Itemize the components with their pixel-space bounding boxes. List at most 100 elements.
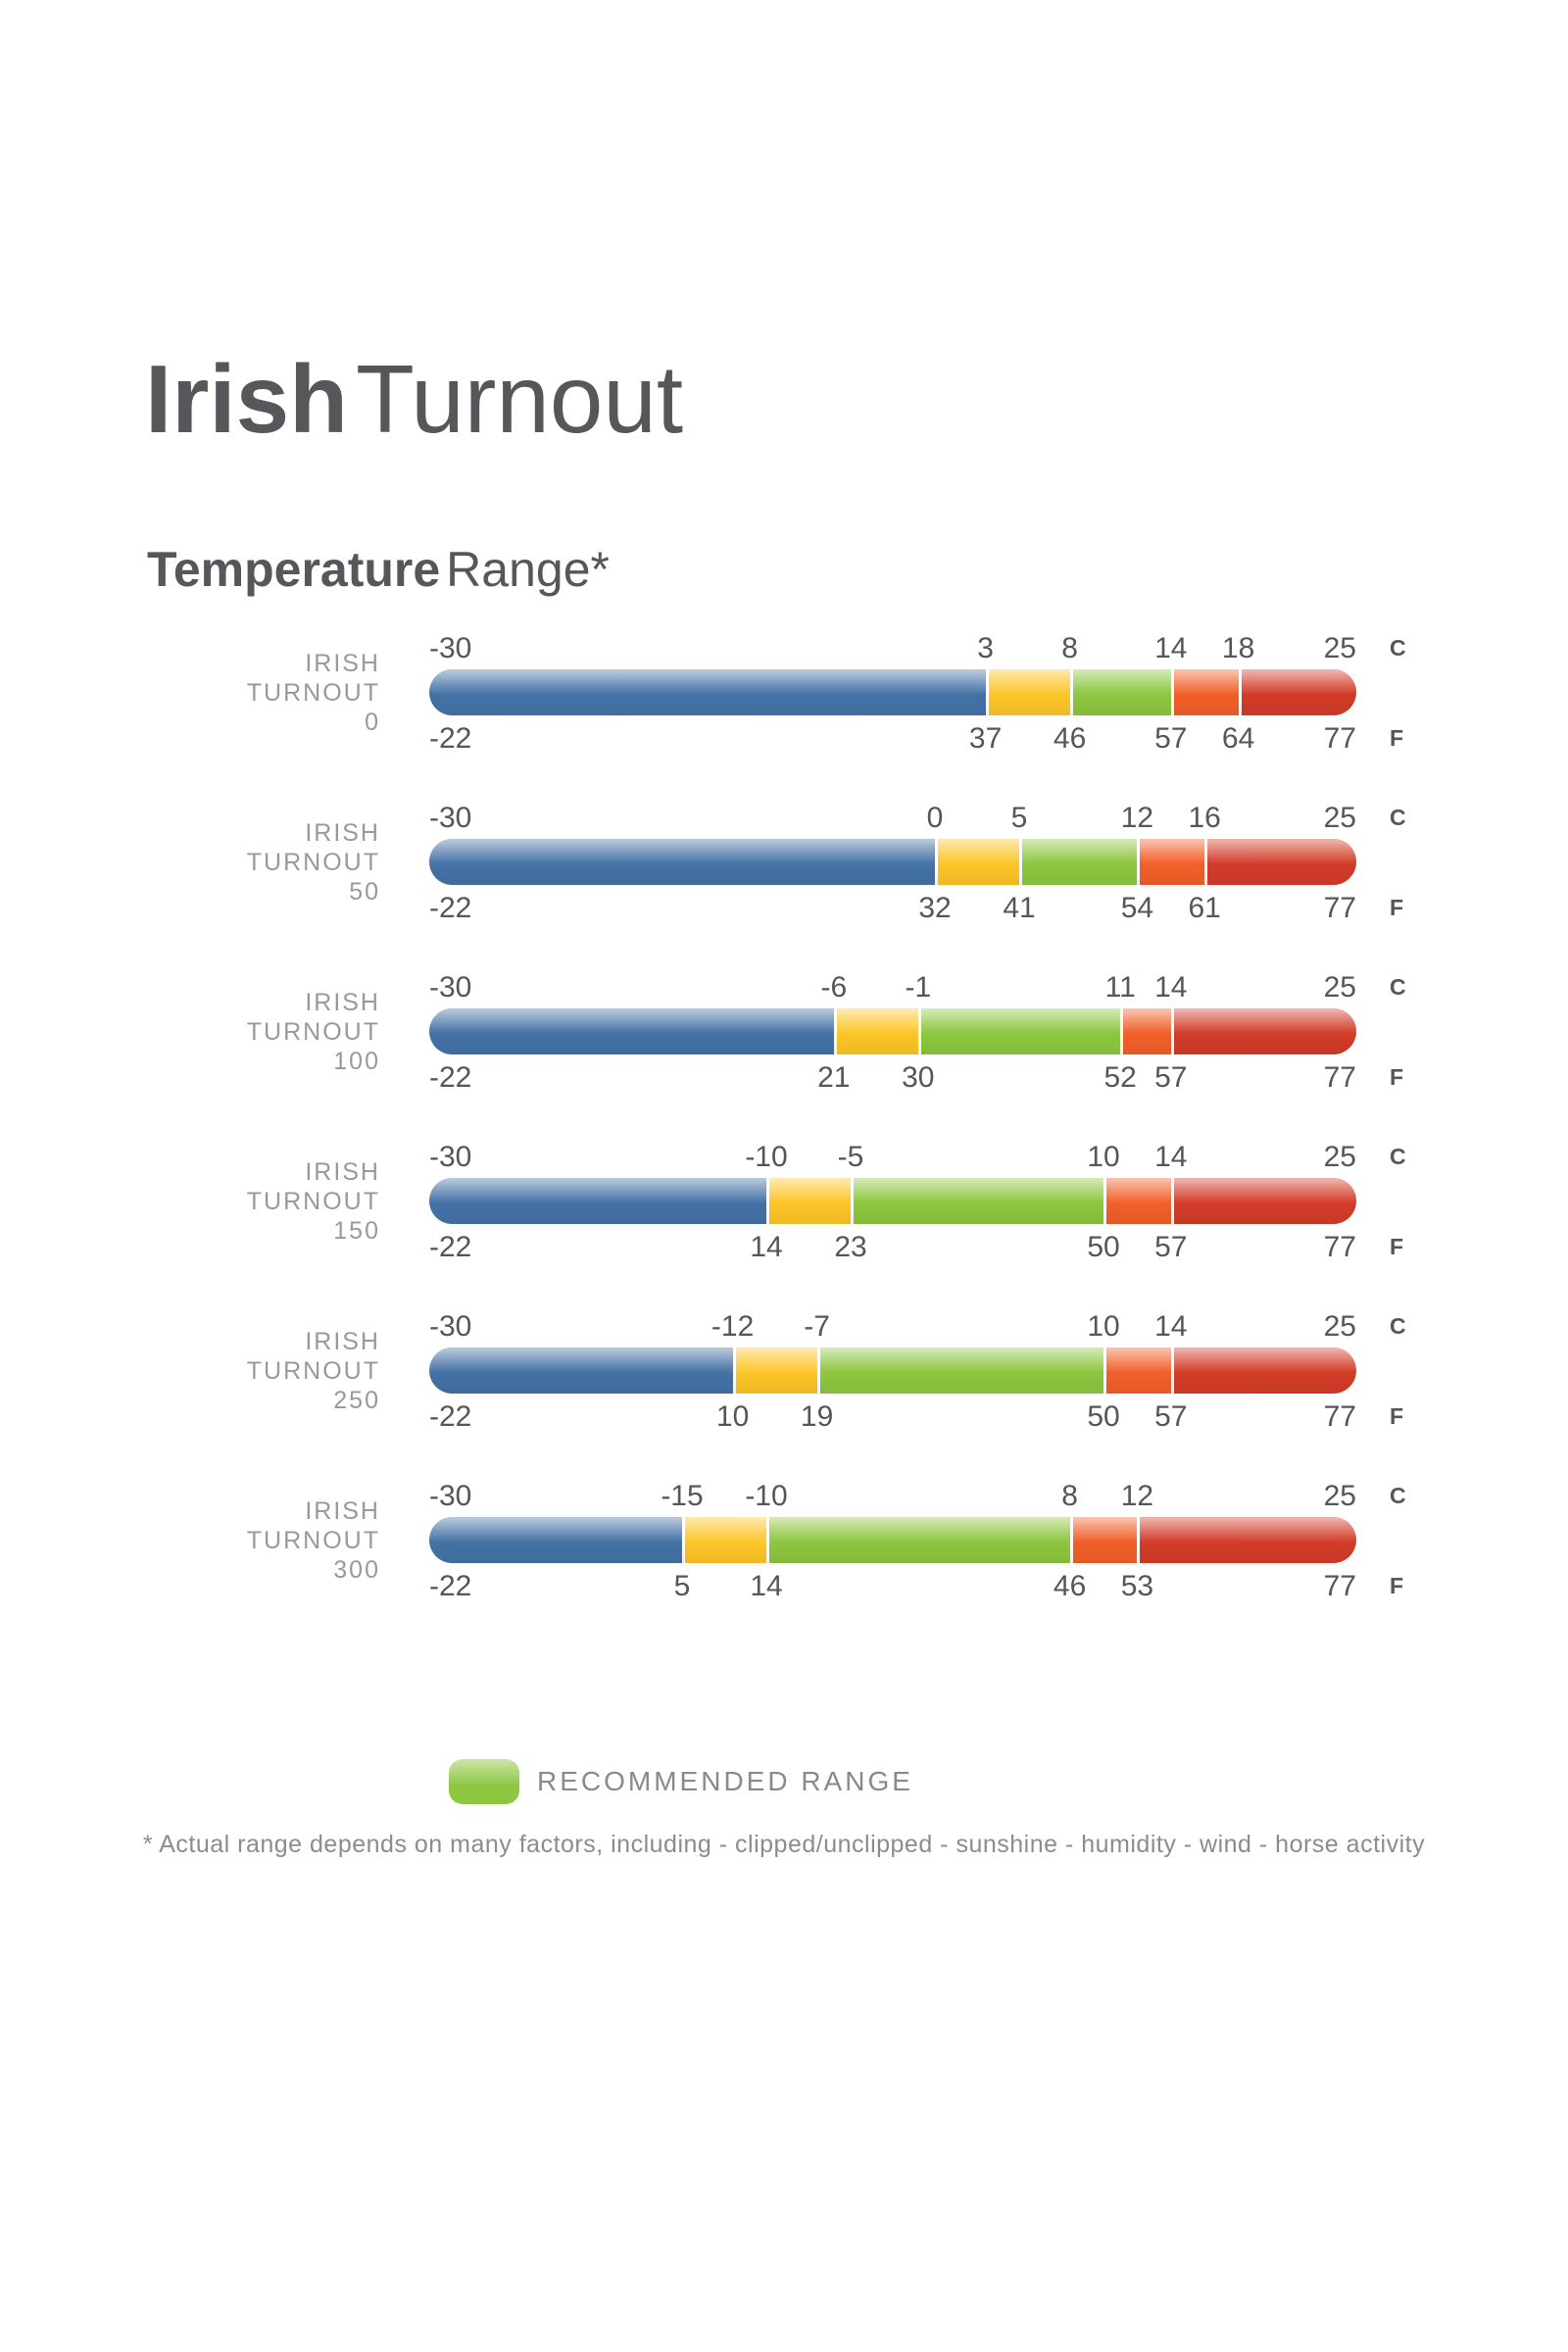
tick-c-8: 8 (1061, 632, 1078, 664)
segment-blue (429, 1517, 682, 1563)
tick-c--30: -30 (429, 802, 472, 834)
segment-orange (1069, 1517, 1138, 1563)
tick-f-57: 57 (1154, 722, 1188, 755)
tick-c-12: 12 (1120, 802, 1154, 834)
segment-red (1204, 839, 1356, 885)
unit-c-label: C (1390, 974, 1406, 1000)
segment-yellow (935, 839, 1019, 885)
tick-f-61: 61 (1188, 892, 1221, 924)
row-label: IRISH TURNOUT 50 (246, 818, 380, 906)
bottom-tick-labels: -22 37 46 57 64 77 F (429, 715, 1403, 757)
segment-blue (429, 1178, 766, 1224)
segment-blue (429, 1008, 834, 1054)
legend: RECOMMENDED RANGE (449, 1759, 913, 1804)
tick-c-11: 11 (1104, 971, 1136, 1004)
tick-c--10: -10 (745, 1480, 788, 1512)
chart-title-bold: Temperature (147, 542, 441, 597)
segment-blue (429, 839, 935, 885)
segment-green (1069, 669, 1171, 715)
chart-row-irish-turnout-0: IRISH TURNOUT 0 -30 3 8 14 18 25 C -22 37 46 57 64 77 F (0, 608, 1568, 777)
bottom-tick-labels: -22 10 19 50 57 77 F (429, 1394, 1403, 1435)
tick-c--10: -10 (745, 1141, 788, 1173)
tick-f-77: 77 (1323, 892, 1356, 924)
segment-green (851, 1178, 1103, 1224)
tick-c--6: -6 (820, 971, 848, 1004)
tick-c--12: -12 (710, 1310, 755, 1343)
tick-c--30: -30 (429, 1480, 472, 1512)
tick-f--22: -22 (429, 1570, 472, 1602)
tick-f-5: 5 (673, 1570, 691, 1602)
temperature-range-chart: IRISH TURNOUT 0 -30 3 8 14 18 25 C -22 37 46 57 64 77 F I… (0, 608, 1568, 1625)
segment-green (766, 1517, 1070, 1563)
top-tick-labels: -30 0 5 12 16 25 C (429, 798, 1406, 839)
tick-c-25: 25 (1323, 1141, 1356, 1173)
segment-orange (1170, 669, 1239, 715)
tick-f-41: 41 (1003, 892, 1036, 924)
bottom-tick-labels: -22 5 14 46 53 77 F (429, 1563, 1403, 1604)
unit-c-label: C (1390, 635, 1406, 661)
page-title: IrishTurnout (145, 351, 683, 447)
tick-c-0: 0 (926, 802, 944, 834)
top-tick-labels: -30 -15 -10 8 12 25 C (429, 1476, 1406, 1517)
bar-area: -30 -6 -1 11 14 25 C -22 21 30 52 57 77 F (429, 967, 1406, 1096)
segment-orange (1103, 1178, 1171, 1224)
tick-c-10: 10 (1087, 1310, 1120, 1343)
top-tick-labels: -30 -10 -5 10 14 25 C (429, 1137, 1406, 1178)
segment-orange (1102, 1348, 1171, 1394)
row-label: IRISH TURNOUT 0 (246, 649, 380, 736)
tick-c-5: 5 (1010, 802, 1028, 834)
chart-row-irish-turnout-250: IRISH TURNOUT 250 -30 -12 -7 10 14 25 C -22 10 19 50 5… (0, 1286, 1568, 1455)
segment-blue (429, 1348, 733, 1394)
bottom-tick-labels: -22 32 41 54 61 77 F (429, 885, 1403, 926)
top-tick-labels: -30 3 8 14 18 25 C (429, 628, 1406, 669)
tick-c-14: 14 (1154, 632, 1188, 664)
tick-f-21: 21 (817, 1061, 851, 1094)
tick-f--22: -22 (429, 892, 472, 924)
tick-c--30: -30 (429, 971, 472, 1004)
unit-f-label: F (1390, 1573, 1404, 1598)
tick-f-32: 32 (918, 892, 952, 924)
segment-yellow (766, 1178, 851, 1224)
footnote: * Actual range depends on many factors, … (142, 1831, 1426, 1858)
segment-green (1019, 839, 1138, 885)
row-label: IRISH TURNOUT 100 (246, 988, 380, 1075)
tick-f-46: 46 (1053, 1570, 1087, 1602)
tick-f-77: 77 (1323, 1570, 1356, 1602)
tick-f-10: 10 (715, 1400, 750, 1433)
top-tick-labels: -30 -12 -7 10 14 25 C (429, 1306, 1406, 1348)
tick-f-54: 54 (1120, 892, 1154, 924)
tick-f-77: 77 (1323, 1231, 1356, 1263)
tick-f-77: 77 (1323, 1400, 1356, 1433)
tick-f-19: 19 (800, 1400, 834, 1433)
tick-f-57: 57 (1154, 1231, 1188, 1263)
bottom-tick-labels: -22 14 23 50 57 77 F (429, 1224, 1403, 1265)
tick-c-25: 25 (1323, 802, 1356, 834)
unit-c-label: C (1390, 1144, 1406, 1169)
tick-f--22: -22 (429, 1400, 472, 1433)
chart-title: Temperature Range* (147, 545, 610, 594)
chart-row-irish-turnout-150: IRISH TURNOUT 150 -30 -10 -5 10 14 25 C -22 14 23 50 5… (0, 1116, 1568, 1286)
tick-c-25: 25 (1323, 971, 1356, 1004)
unit-f-label: F (1390, 1403, 1404, 1429)
segment-blue (429, 669, 986, 715)
chart-row-irish-turnout-100: IRISH TURNOUT 100 -30 -6 -1 11 14 25 C -22 21 30 52 57… (0, 947, 1568, 1116)
bar-area: -30 -12 -7 10 14 25 C -22 10 19 50 57 77 F (429, 1306, 1406, 1435)
tick-f--22: -22 (429, 1231, 472, 1263)
tick-c-25: 25 (1323, 1310, 1356, 1343)
tick-f-30: 30 (902, 1061, 935, 1094)
tick-c--5: -5 (837, 1141, 864, 1173)
segment-green (917, 1008, 1121, 1054)
page-title-bold: Irish (145, 345, 348, 453)
tick-f-14: 14 (750, 1570, 783, 1602)
row-label: IRISH TURNOUT 250 (246, 1327, 380, 1414)
temperature-bar (429, 1348, 1356, 1394)
segment-red (1170, 1178, 1356, 1224)
tick-f-50: 50 (1087, 1231, 1120, 1263)
segment-yellow (732, 1348, 817, 1394)
tick-c-25: 25 (1323, 1480, 1356, 1512)
temperature-bar (429, 669, 1356, 715)
segment-yellow (985, 669, 1070, 715)
unit-f-label: F (1390, 1234, 1404, 1259)
tick-f--22: -22 (429, 1061, 472, 1094)
